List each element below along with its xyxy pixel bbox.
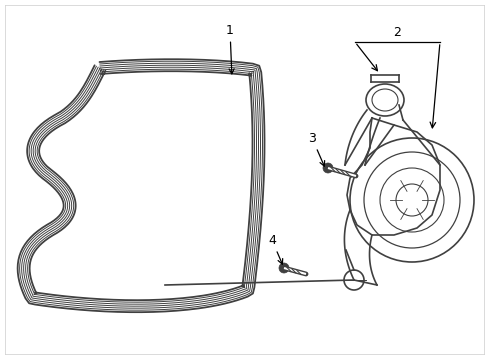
Circle shape <box>279 263 288 273</box>
Text: 1: 1 <box>225 23 234 74</box>
Text: 4: 4 <box>267 234 282 264</box>
Text: 3: 3 <box>307 131 324 166</box>
Text: 2: 2 <box>392 26 400 39</box>
Circle shape <box>323 163 332 173</box>
